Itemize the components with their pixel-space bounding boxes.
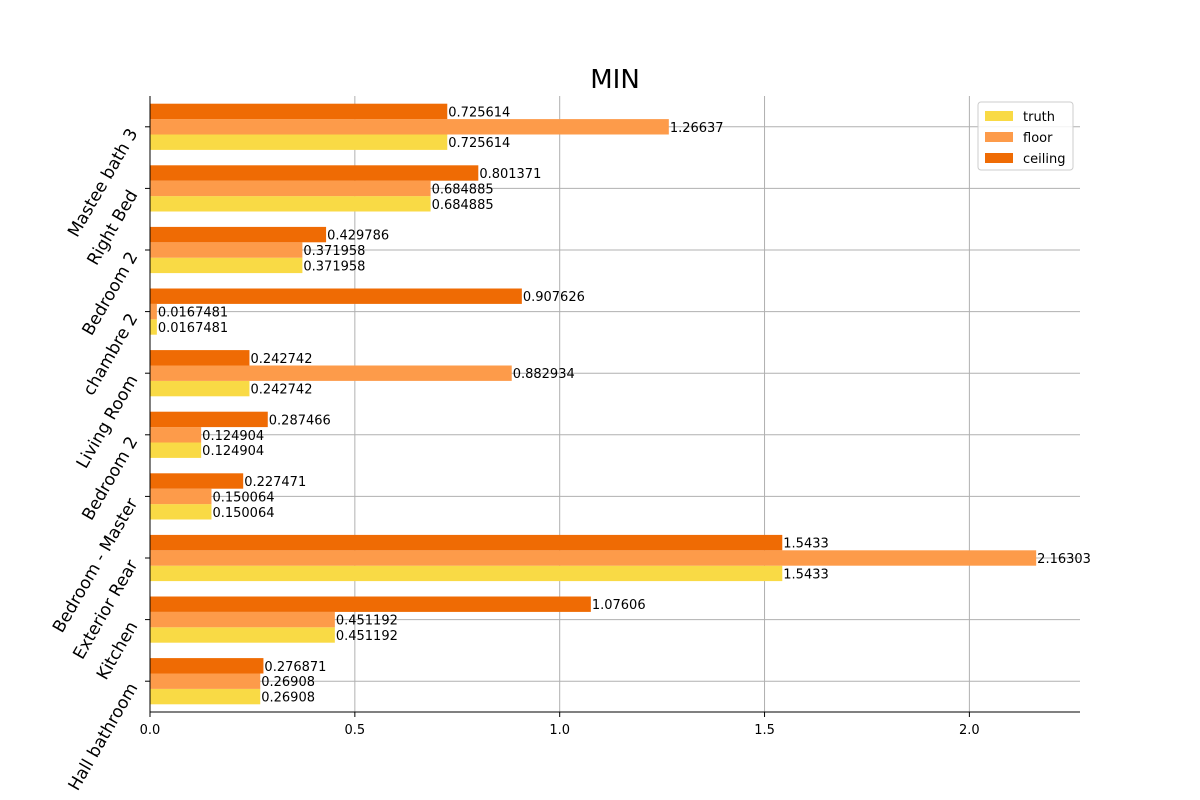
bar-ceiling [150,411,268,428]
bar-ceiling [150,226,327,243]
bar-ceiling [150,658,264,674]
chart-title: MIN [590,65,640,95]
data-label: 1.07606 [592,598,646,613]
data-label: 0.371958 [303,244,365,259]
bar-truth [150,257,303,274]
bar-truth [150,319,157,335]
bar-floor [150,303,157,320]
data-label: 0.684885 [432,182,494,197]
data-label: 2.16303 [1037,552,1091,567]
bar-ceiling [150,350,250,366]
legend-label-ceiling: ceiling [1023,152,1065,167]
data-label: 0.227471 [244,475,306,490]
data-label: 0.242742 [250,352,312,367]
bar-ceiling [150,473,244,489]
legend-swatch-truth [985,111,1013,121]
bar-floor [150,550,1037,566]
data-label: 0.0167481 [158,306,228,321]
data-label: 0.150064 [212,490,274,505]
bar-truth [150,380,250,397]
data-label: 0.124904 [202,444,264,459]
bar-floor [150,119,669,135]
bar-truth [150,565,783,582]
data-label: 0.429786 [327,229,389,244]
bar-floor [150,242,303,258]
data-label: 0.287466 [269,413,331,428]
bar-floor [150,611,335,628]
data-label: 0.725614 [448,105,510,120]
data-labels: 0.26908 0.451192 1.5433 0.150064 0.124904 0.2… [158,105,1091,705]
legend-swatch-ceiling [985,153,1013,163]
data-label: 0.242742 [250,383,312,398]
data-label: 0.684885 [432,198,494,213]
data-label: 0.907626 [523,290,585,305]
bar-floor [150,673,261,689]
data-label: 0.150064 [212,506,274,521]
legend-label-floor: floor [1023,131,1053,146]
data-label: 0.371958 [303,259,365,274]
bar-truth [150,442,202,458]
bar-truth [150,504,212,520]
x-tick-label: 2.0 [959,723,980,738]
data-label: 0.276871 [264,660,326,675]
bar-ceiling [150,596,591,612]
x-tick-label: 0.0 [140,723,161,738]
data-label: 0.801371 [479,167,541,182]
bar-ceiling [150,288,522,304]
category-label: Hall bathroom [65,680,143,795]
bar-truth [150,196,431,212]
bar-floor [150,365,512,381]
bar-floor [150,427,202,443]
x-tick-label: 1.5 [754,723,775,738]
data-label: 0.451192 [336,614,398,629]
legend-label-truth: truth [1023,110,1055,125]
bars [150,103,1037,705]
data-label: 0.26908 [261,675,315,690]
bar-ceiling [150,534,783,551]
legend-swatch-floor [985,132,1013,142]
x-tick-label: 1.0 [549,723,570,738]
bar-floor [150,488,212,505]
bar-truth [150,627,335,643]
data-label: 0.882934 [513,367,575,382]
data-label: 0.26908 [261,691,315,706]
legend: truth floor ceiling [977,101,1074,171]
data-label: 0.725614 [448,136,510,151]
data-label: 0.0167481 [158,321,228,336]
data-label: 1.26637 [670,121,724,136]
data-label: 1.5433 [783,537,829,552]
x-tick-label: 0.5 [345,723,366,738]
data-label: 0.124904 [202,429,264,444]
bar-truth [150,134,448,150]
bar-ceiling [150,103,448,120]
bar-floor [150,180,431,197]
bar-ceiling [150,165,479,181]
bar-truth [150,688,261,705]
data-label: 0.451192 [336,629,398,644]
data-label: 1.5433 [783,567,829,582]
